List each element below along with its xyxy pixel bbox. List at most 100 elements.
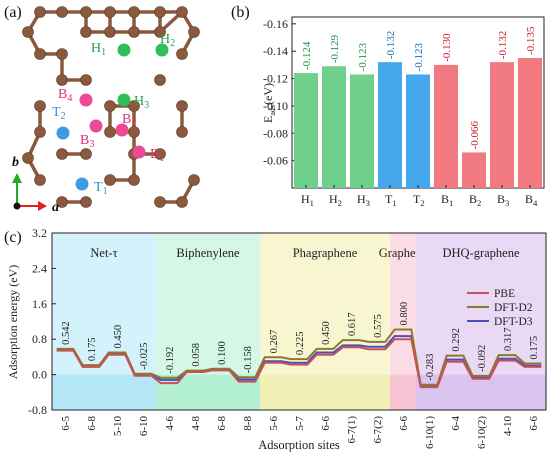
y-tick-label: -0.8 — [28, 403, 47, 417]
carbon-atom — [154, 148, 166, 160]
bar-1 — [321, 66, 347, 188]
carbon-atom — [104, 6, 116, 18]
site-label-b1-sub: 1 — [159, 153, 164, 164]
x-tick-label-sub: 1 — [310, 198, 314, 208]
site-label-t1: T1 — [94, 180, 108, 197]
site-label-b3-sub: 3 — [89, 139, 94, 150]
x-tick-label: B1 — [441, 192, 453, 208]
site-label-t2-base: T — [52, 105, 61, 120]
value-label: 0.542 — [61, 321, 72, 345]
carbon-atom — [154, 196, 166, 208]
carbon-atom — [80, 26, 92, 38]
carbon-atom — [80, 196, 92, 208]
region-band — [260, 233, 390, 410]
site-label-b4-base: B — [58, 87, 67, 102]
value-label: 0.575 — [373, 314, 384, 338]
site-label-b2: B2 — [122, 112, 136, 129]
region-band — [390, 233, 416, 410]
carbon-atom — [34, 48, 46, 60]
x-tick-label: 6-6 — [320, 416, 332, 431]
x-tick-label-sub: 2 — [338, 198, 342, 208]
y-tick-label: -0.14 — [263, 44, 288, 58]
x-tick-label: B3 — [497, 192, 509, 208]
site-label-h3-base: H — [134, 94, 144, 109]
legend-label: PBE — [494, 288, 515, 300]
value-label: 0.450 — [113, 325, 124, 349]
bar-8 — [517, 58, 543, 188]
x-tick-label: 6-4 — [450, 416, 462, 431]
x-tick-label: 8-8 — [242, 416, 254, 431]
site-label-t1-sub: 1 — [103, 186, 108, 197]
adatom-t2 — [56, 126, 70, 140]
x-tick-label: 6-10(1) — [424, 416, 436, 449]
bar-value-label: -0.132 — [385, 31, 397, 59]
carbon-atom — [34, 174, 46, 186]
bar-4 — [405, 74, 431, 188]
adsorption-bar-chart: -0.06 -0.08 -0.10 -0.12 -0.14 -0.16 Eads(eV) -0… — [261, 16, 545, 208]
y-tick-label: 3.2 — [32, 226, 47, 240]
carbon-atom — [80, 74, 92, 86]
region-label: DHQ-graphene — [442, 246, 520, 260]
x-tick-label-base: B — [441, 192, 449, 206]
value-label: 0.175 — [529, 336, 540, 360]
region-band — [52, 233, 156, 410]
value-label: 0.175 — [87, 337, 98, 361]
site-label-b3: B3 — [80, 133, 94, 150]
y-axis-label-sub: ads — [268, 105, 277, 116]
axis-origin — [13, 202, 21, 210]
site-label-b3-base: B — [80, 133, 89, 148]
bar-value-label: -0.130 — [441, 33, 453, 62]
bar-5 — [433, 64, 459, 188]
value-label: 0.800 — [399, 302, 410, 326]
bar-value-label: -0.123 — [413, 43, 425, 72]
y-axis-label: Eads(eV) — [261, 83, 277, 123]
site-label-h1-base: H — [91, 41, 101, 56]
region-band-low — [260, 374, 390, 410]
y-axis-label: Adsorption energy (eV) — [6, 265, 20, 379]
legend-label: DFT-D2 — [494, 302, 533, 314]
site-label-h1-sub: 1 — [101, 47, 106, 58]
bar-value-label: -0.135 — [525, 26, 537, 55]
series-line-pbe — [56, 338, 542, 389]
carbon-atom — [128, 174, 140, 186]
site-label-h1: H1 — [91, 41, 106, 58]
value-label: 0.617 — [347, 312, 358, 336]
x-tick-label: T2 — [413, 192, 425, 208]
y-tick-label: -0.10 — [263, 99, 288, 113]
carbon-atom — [22, 26, 34, 38]
x-tick-label-base: B — [525, 192, 533, 206]
y-axis-label-base: E — [261, 116, 275, 123]
x-tick-label: 6-8 — [216, 416, 228, 431]
axis-a-arrowhead — [38, 201, 47, 211]
carbon-atom — [80, 148, 92, 160]
site-label-b2-sub: 2 — [131, 118, 136, 129]
x-tick-label: 5-6 — [268, 416, 280, 431]
x-tick-label-sub: 4 — [533, 198, 538, 208]
x-tick-label: 4-8 — [190, 416, 202, 431]
carbon-atom — [176, 126, 188, 138]
carbon-atom — [188, 26, 200, 38]
x-tick-label: H3 — [357, 192, 370, 208]
x-tick-label: 6-7(2) — [372, 416, 384, 444]
carbon-atom — [176, 48, 188, 60]
y-tick-label: -0.06 — [263, 154, 288, 168]
value-label: 0.100 — [217, 341, 228, 365]
adatom-b1 — [132, 145, 146, 159]
x-tick-label-sub: 3 — [366, 198, 370, 208]
carbon-atom — [128, 126, 140, 138]
x-tick-label: 5-10 — [112, 416, 124, 437]
value-label: -0.283 — [425, 354, 436, 381]
value-label: 0.450 — [321, 321, 332, 345]
site-label-h3-sub: 3 — [144, 100, 149, 111]
region-label: Net-τ — [90, 246, 117, 260]
x-axis-label: Adsorption sites — [258, 438, 340, 452]
x-tick-label: 6-6 — [528, 416, 540, 431]
y-axis-label-unit: (eV) — [261, 83, 275, 105]
site-label-t1-base: T — [94, 180, 103, 195]
x-tick-label: 6-10(2) — [476, 416, 488, 449]
x-tick-label: B4 — [525, 192, 538, 208]
y-tick-label: -0.16 — [263, 17, 288, 31]
adatom-h2 — [155, 43, 169, 57]
region-label: Graphene — [379, 246, 428, 260]
